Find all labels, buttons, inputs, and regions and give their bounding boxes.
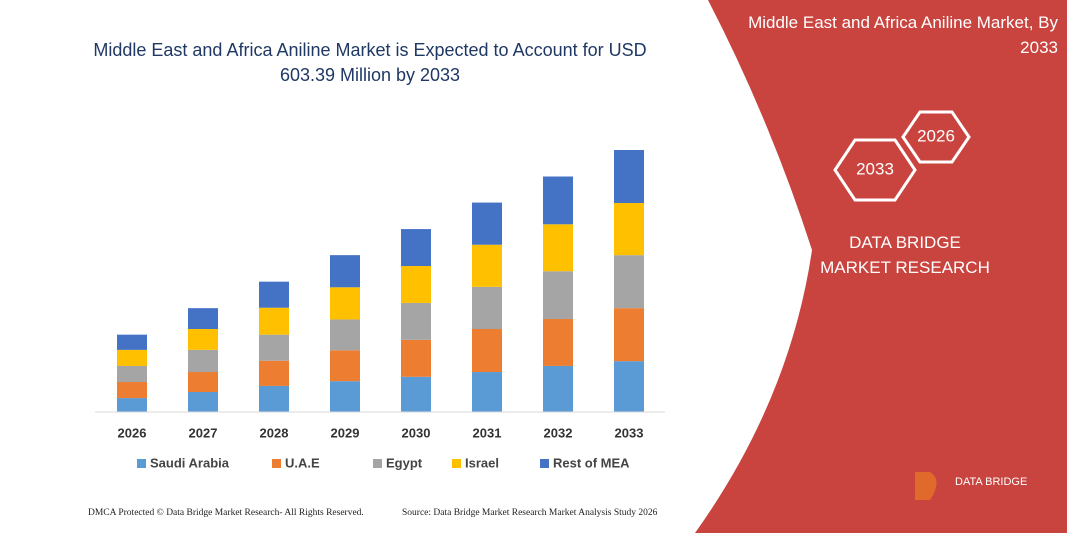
bar-segment [117, 365, 147, 383]
bar-segment [543, 271, 573, 320]
bar-segment [401, 376, 431, 412]
bar-segment [614, 203, 644, 256]
bar-segment [543, 319, 573, 366]
logo-icon [915, 472, 937, 500]
bar-segment [330, 287, 360, 320]
bar-segment [614, 361, 644, 412]
plot: 2026 2027 2028 2029 2030 2031 2032 2033 Saudi Ar… [95, 150, 665, 470]
bar-segment [259, 307, 289, 335]
hexagon-label: 2026 [917, 126, 955, 145]
bar-segment [401, 229, 431, 267]
bar-segment [543, 176, 573, 225]
x-tick-label: 2029 [331, 425, 360, 440]
bar-segment [472, 286, 502, 330]
legend-label: Rest of MEA [553, 455, 630, 470]
x-tick-label: 2026 [118, 425, 147, 440]
bar-segment [259, 360, 289, 386]
x-tick-label: 2030 [402, 425, 431, 440]
legend-label: Saudi Arabia [150, 455, 230, 470]
legend-label: Israel [465, 455, 499, 470]
bar-segment [117, 334, 147, 350]
legend-swatch [540, 459, 549, 468]
hexagon [833, 138, 917, 202]
panel-title: Middle East and Africa Aniline Market, B… [748, 13, 1058, 57]
x-tick-label: 2033 [615, 425, 644, 440]
bar-segment [117, 382, 147, 399]
bar-segment [330, 350, 360, 382]
bar-segment [472, 244, 502, 287]
side-panel [695, 0, 1067, 533]
legend-swatch [452, 459, 461, 468]
bar-segment [117, 349, 147, 366]
bar-segment [472, 202, 502, 245]
hexagon [901, 110, 971, 164]
chart-title: Middle East and Africa Aniline Market is… [93, 40, 647, 85]
bar-segment [259, 334, 289, 361]
bar-segment [259, 281, 289, 308]
bar-segment [401, 302, 431, 340]
bar-segment [188, 392, 218, 412]
bar-segment [330, 381, 360, 412]
bar-segment [330, 255, 360, 288]
bar-segment [188, 349, 218, 373]
bar-segment [401, 339, 431, 377]
brand: DATA BRIDGE MARKET RESEARCH [820, 233, 990, 277]
footer-right: Source: Data Bridge Market Research Mark… [402, 508, 658, 518]
bar-segment [614, 150, 644, 204]
bar-segment [614, 308, 644, 362]
bar-segment [188, 372, 218, 393]
bar-segment [472, 329, 502, 373]
logo-text: DATA BRIDGE [955, 476, 1027, 488]
bar-segment [614, 255, 644, 309]
footer-left: DMCA Protected © Data Bridge Market Rese… [88, 508, 364, 518]
bar-segment [472, 372, 502, 412]
bar-segment [401, 266, 431, 303]
bar-segment [259, 385, 289, 412]
x-tick-label: 2027 [189, 425, 218, 440]
legend-swatch [373, 459, 382, 468]
legend-label: Egypt [386, 455, 423, 470]
legend-swatch [272, 459, 281, 468]
bar-segment [543, 365, 573, 412]
x-tick-label: 2031 [473, 425, 502, 440]
bar-segment [188, 308, 218, 330]
bar-segment [188, 329, 218, 350]
legend-label: U.A.E [285, 455, 320, 470]
legend-swatch [137, 459, 146, 468]
bar-segment [543, 224, 573, 272]
bar-segment [117, 398, 147, 412]
bar-segment [330, 319, 360, 351]
hexagon-label: 2033 [856, 159, 894, 178]
x-tick-label: 2032 [544, 425, 573, 440]
x-tick-label: 2028 [260, 425, 289, 440]
